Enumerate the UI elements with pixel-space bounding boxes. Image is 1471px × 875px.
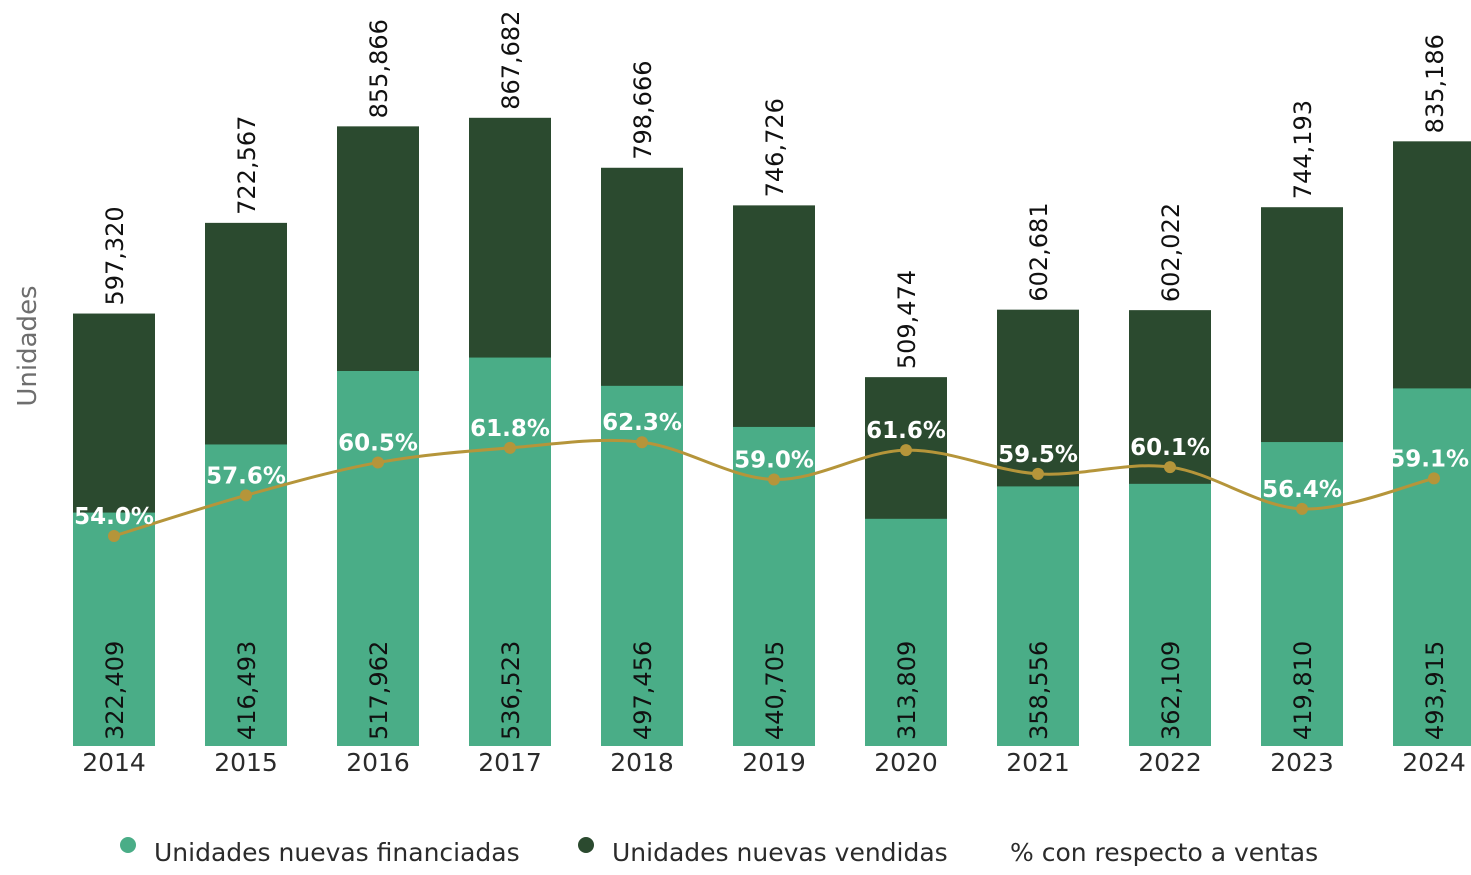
percent-label-2022: 60.1%	[1130, 435, 1210, 461]
x-tick-2022: 2022	[1138, 748, 1202, 777]
percent-point-2018	[636, 436, 648, 448]
percent-label-2017: 61.8%	[470, 416, 550, 442]
label-vendidas-2015: 722,567	[233, 116, 261, 215]
percent-point-2015	[240, 489, 252, 501]
label-financiadas-2015: 416,493	[233, 641, 261, 740]
x-tick-2016: 2016	[346, 748, 410, 777]
label-financiadas-2017: 536,523	[497, 641, 525, 740]
label-financiadas-2016: 517,962	[365, 641, 393, 740]
label-financiadas-2014: 322,409	[101, 641, 129, 740]
label-financiadas-2023: 419,810	[1289, 641, 1317, 740]
percent-point-2019	[768, 474, 780, 486]
percent-point-2016	[372, 457, 384, 469]
percent-label-2021: 59.5%	[998, 442, 1078, 468]
legend-label-porcentaje: % con respecto a ventas	[1010, 838, 1318, 867]
percent-label-2024: 59.1%	[1389, 446, 1469, 472]
label-vendidas-2020: 509,474	[893, 270, 921, 369]
label-vendidas-2017: 867,682	[497, 11, 525, 110]
label-vendidas-2018: 798,666	[629, 61, 657, 160]
percent-label-2019: 59.0%	[734, 448, 814, 474]
percent-point-2021	[1032, 468, 1044, 480]
label-vendidas-2024: 835,186	[1421, 34, 1449, 133]
percent-point-2020	[900, 444, 912, 456]
percent-label-2015: 57.6%	[206, 463, 286, 489]
label-financiadas-2021: 358,556	[1025, 641, 1053, 740]
percent-label-2018: 62.3%	[602, 410, 682, 436]
legend-item-porcentaje: % con respecto a ventas	[1010, 838, 1318, 867]
x-tick-2017: 2017	[478, 748, 542, 777]
label-financiadas-2024: 493,915	[1421, 641, 1449, 740]
x-ticks-group: 2014 2015 2016 2017 2018 2019 2020 2021 2022 2023…	[82, 748, 1466, 777]
legend-label-vendidas: Unidades nuevas vendidas	[612, 838, 948, 867]
legend-dot-financiadas	[120, 837, 136, 853]
y-axis-label: Unidades	[13, 285, 43, 406]
legend-label-financiadas: Unidades nuevas financiadas	[154, 838, 520, 867]
x-tick-2024: 2024	[1402, 748, 1466, 777]
percent-label-2023: 56.4%	[1262, 477, 1342, 503]
label-vendidas-2014: 597,320	[101, 206, 129, 305]
legend-item-financiadas: Unidades nuevas financiadas	[120, 838, 520, 867]
legend-item-vendidas: Unidades nuevas vendidas	[578, 838, 948, 867]
label-financiadas-2018: 497,456	[629, 641, 657, 740]
label-vendidas-2021: 602,681	[1025, 202, 1053, 301]
percent-point-2024	[1428, 472, 1440, 484]
x-tick-2021: 2021	[1006, 748, 1070, 777]
label-financiadas-2020: 313,809	[893, 641, 921, 740]
x-tick-2023: 2023	[1270, 748, 1334, 777]
percent-label-2014: 54.0%	[74, 504, 154, 530]
percent-label-2016: 60.5%	[338, 431, 418, 457]
x-tick-2019: 2019	[742, 748, 806, 777]
label-vendidas-2023: 744,193	[1289, 100, 1317, 199]
percent-label-2020: 61.6%	[866, 418, 946, 444]
percent-point-2017	[504, 442, 516, 454]
label-vendidas-2022: 602,022	[1157, 203, 1185, 302]
x-tick-2018: 2018	[610, 748, 674, 777]
x-tick-2015: 2015	[214, 748, 278, 777]
label-financiadas-2022: 362,109	[1157, 641, 1185, 740]
label-vendidas-2016: 855,866	[365, 19, 393, 118]
x-tick-2020: 2020	[874, 748, 938, 777]
percent-point-2022	[1164, 461, 1176, 473]
label-vendidas-2019: 746,726	[761, 98, 789, 197]
legend-dot-vendidas	[578, 837, 594, 853]
percent-point-2023	[1296, 503, 1308, 515]
legend: Unidades nuevas financiadas Unidades nue…	[0, 838, 1471, 875]
x-tick-2014: 2014	[82, 748, 146, 777]
label-financiadas-2019: 440,705	[761, 641, 789, 740]
percent-point-2014	[108, 530, 120, 542]
